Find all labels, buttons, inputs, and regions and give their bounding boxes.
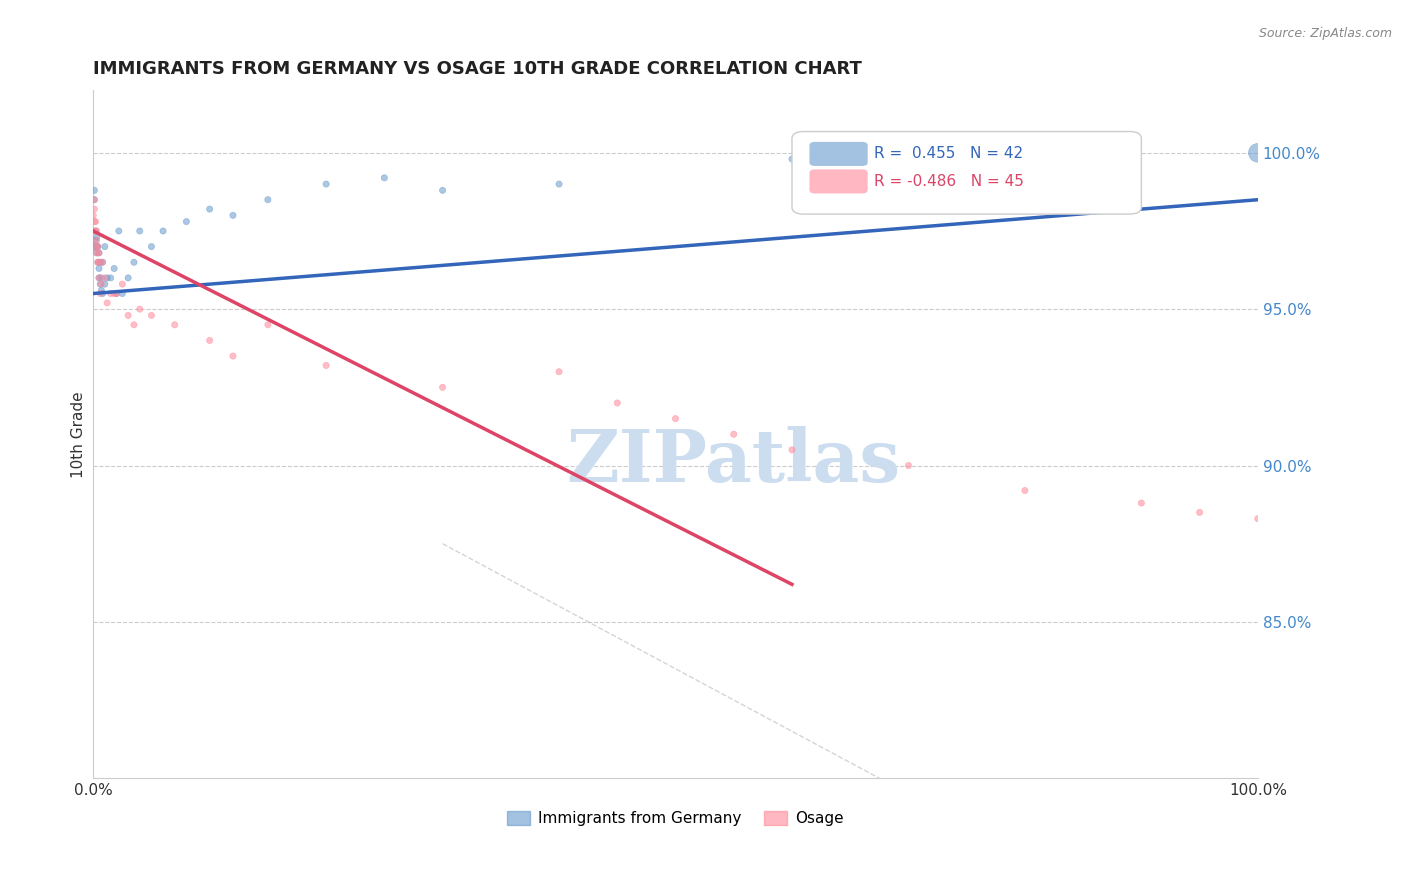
Point: [89, 255, 111, 269]
Point: [103, 261, 125, 276]
Point: [90, 271, 112, 285]
Text: R = -0.486   N = 45: R = -0.486 N = 45: [873, 174, 1024, 188]
Legend: Immigrants from Germany, Osage: Immigrants from Germany, Osage: [502, 805, 849, 832]
Point: [432, 380, 454, 394]
Point: [94, 277, 117, 292]
Point: [89, 286, 111, 301]
Point: [117, 309, 139, 323]
Point: [84, 224, 107, 238]
Point: [84, 239, 107, 253]
Point: [87, 271, 110, 285]
Point: [176, 214, 198, 228]
FancyBboxPatch shape: [792, 131, 1142, 214]
Point: [1014, 483, 1036, 498]
Point: [548, 177, 571, 191]
Point: [198, 334, 221, 348]
Point: [83, 214, 105, 228]
Point: [141, 309, 163, 323]
Point: [1130, 496, 1153, 510]
Point: [664, 411, 686, 425]
Point: [83, 183, 105, 197]
Point: [87, 255, 110, 269]
Point: [96, 296, 118, 310]
Point: [90, 284, 112, 298]
Point: [100, 286, 122, 301]
Point: [86, 245, 108, 260]
Point: [82, 239, 104, 253]
Point: [100, 271, 122, 285]
Text: Source: ZipAtlas.com: Source: ZipAtlas.com: [1258, 27, 1392, 40]
Point: [103, 286, 125, 301]
Point: [257, 318, 280, 332]
Point: [94, 239, 117, 253]
Point: [87, 239, 110, 253]
Point: [83, 193, 105, 207]
Point: [141, 239, 163, 253]
Point: [87, 245, 110, 260]
Point: [1247, 511, 1270, 525]
Point: [315, 359, 337, 373]
Point: [87, 255, 110, 269]
Point: [723, 427, 745, 442]
Point: [432, 183, 454, 197]
Point: [82, 208, 104, 222]
Point: [128, 224, 150, 238]
Point: [780, 442, 803, 457]
Point: [89, 277, 111, 292]
Point: [315, 177, 337, 191]
Point: [117, 271, 139, 285]
Point: [122, 255, 145, 269]
Point: [111, 286, 134, 301]
Text: ZIPatlas: ZIPatlas: [567, 426, 901, 497]
Point: [86, 224, 108, 238]
Point: [87, 271, 110, 285]
Point: [222, 349, 245, 363]
Point: [128, 302, 150, 317]
FancyBboxPatch shape: [810, 169, 868, 194]
Point: [105, 286, 128, 301]
Point: [83, 193, 105, 207]
Point: [91, 286, 114, 301]
Point: [163, 318, 186, 332]
Point: [1188, 505, 1211, 519]
Point: [86, 239, 108, 253]
Point: [91, 255, 114, 269]
FancyBboxPatch shape: [810, 142, 868, 166]
Point: [257, 193, 280, 207]
Point: [96, 271, 118, 285]
Point: [91, 255, 114, 269]
Y-axis label: 10th Grade: 10th Grade: [72, 391, 86, 477]
Point: [105, 286, 128, 301]
Point: [606, 396, 628, 410]
Point: [82, 224, 104, 238]
Point: [111, 277, 134, 292]
Point: [86, 245, 108, 260]
Point: [83, 202, 105, 216]
Point: [86, 233, 108, 247]
Point: [94, 271, 117, 285]
Point: [780, 152, 803, 166]
Point: [198, 202, 221, 216]
Point: [222, 208, 245, 222]
Point: [122, 318, 145, 332]
Point: [87, 261, 110, 276]
Text: IMMIGRANTS FROM GERMANY VS OSAGE 10TH GRADE CORRELATION CHART: IMMIGRANTS FROM GERMANY VS OSAGE 10TH GR…: [93, 60, 862, 78]
Point: [107, 224, 129, 238]
Point: [87, 255, 110, 269]
Point: [548, 365, 571, 379]
Text: R =  0.455   N = 42: R = 0.455 N = 42: [873, 146, 1022, 161]
Point: [152, 224, 174, 238]
Point: [84, 214, 107, 228]
Point: [897, 458, 920, 473]
Point: [86, 230, 108, 244]
Point: [90, 277, 112, 292]
Point: [87, 239, 110, 253]
Point: [84, 233, 107, 247]
Point: [87, 245, 110, 260]
Point: [84, 224, 107, 238]
Point: [1247, 145, 1270, 160]
Point: [373, 170, 395, 185]
